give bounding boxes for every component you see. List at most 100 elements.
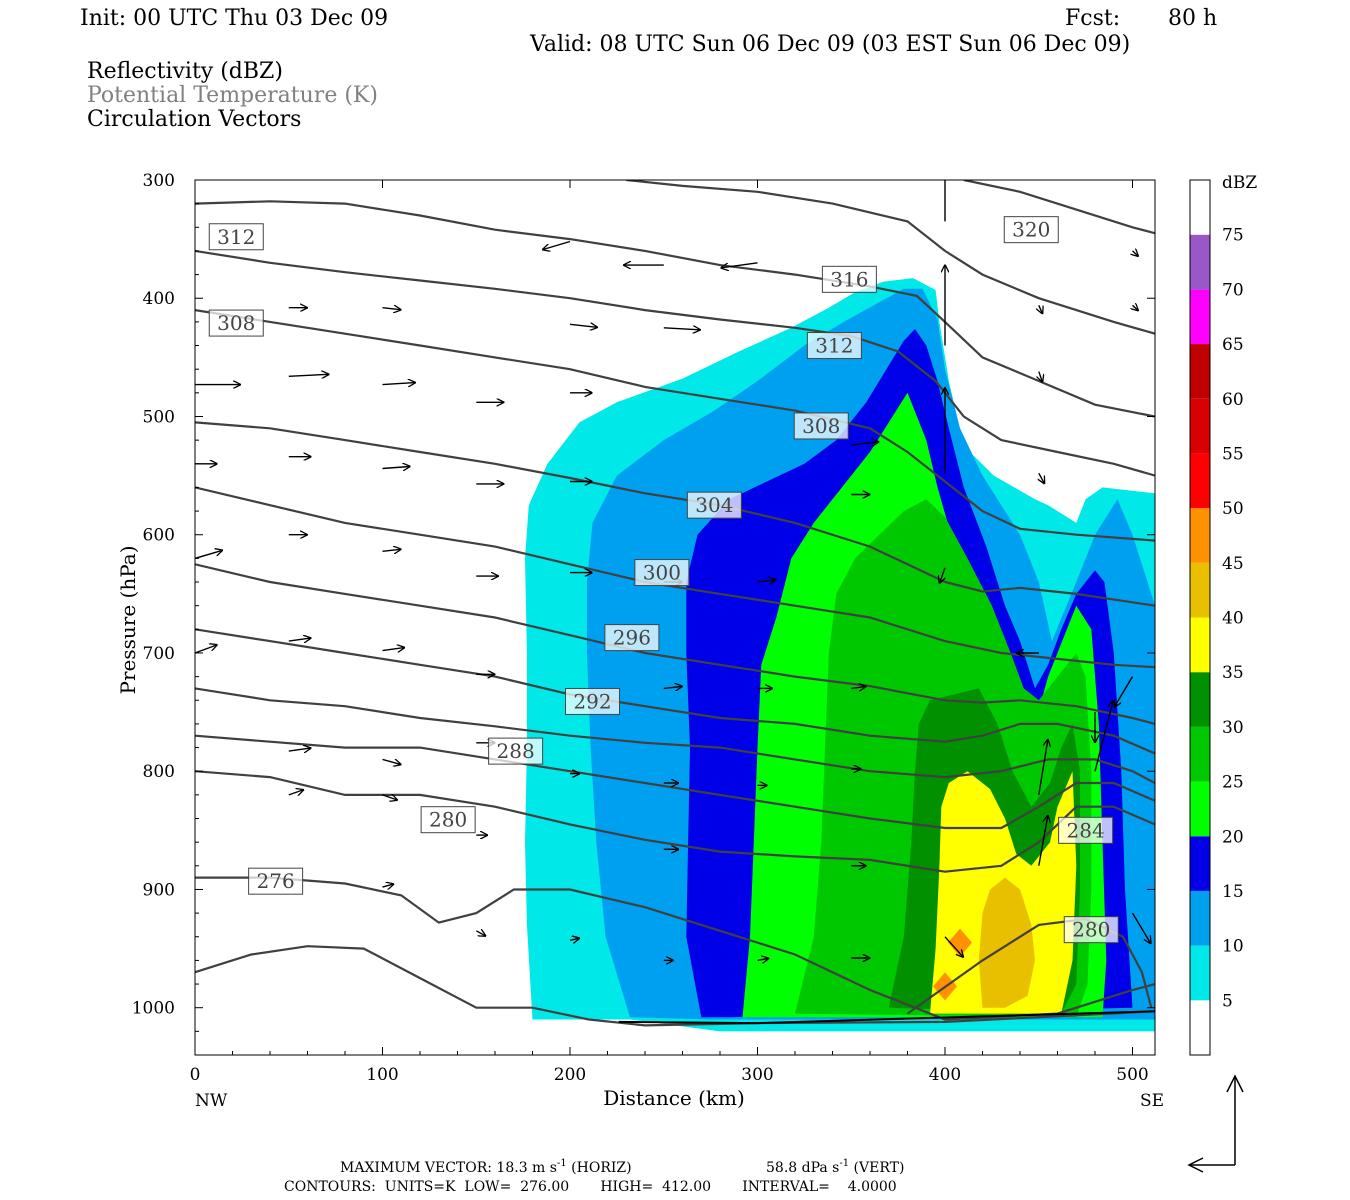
field-potential-temperature: Potential Temperature (K)	[87, 83, 378, 108]
circulation-vector	[195, 645, 217, 654]
contour-label: 284	[1058, 816, 1114, 844]
y-tick-label: 800	[143, 762, 175, 782]
colorbar-label: 45	[1222, 554, 1244, 574]
contour-label-text: 312	[217, 225, 255, 249]
max-vector-text: MAXIMUM VECTOR: 18.3 m s-1 (HORIZ)	[340, 1158, 632, 1176]
x-left-end-label: NW	[195, 1091, 228, 1111]
circulation-vector	[382, 884, 394, 887]
colorbar-band-75	[1190, 180, 1210, 235]
x-axis-label: Distance (km)	[603, 1086, 745, 1110]
reflectivity-fill	[525, 278, 1155, 1032]
field-reflectivity: Reflectivity (dBZ)	[87, 59, 283, 84]
circulation-vector	[722, 262, 758, 268]
forecast-label: Fcst:	[1065, 6, 1120, 31]
contour-label-text: 304	[695, 493, 733, 517]
contour-label-box	[1063, 916, 1119, 944]
circulation-vector	[1133, 305, 1138, 310]
contour-label-box	[604, 624, 660, 652]
circulation-vector	[1094, 701, 1113, 772]
y-tick-label: 600	[143, 526, 175, 546]
circulation-vector	[382, 759, 401, 764]
colorbar-band-10	[1190, 890, 1210, 946]
theta-contours	[195, 180, 1155, 1027]
circulation-vector	[944, 936, 963, 957]
colorbar-label: 55	[1222, 444, 1244, 464]
colorbar-band-50	[1190, 453, 1210, 509]
contour-label-box	[208, 223, 264, 251]
colorbar-band-20	[1190, 781, 1210, 837]
circulation-vector	[1039, 371, 1043, 382]
colorbar-band-30	[1190, 672, 1210, 727]
colorbar-band-25	[1190, 726, 1210, 782]
contour-label: 308	[208, 309, 264, 337]
max-vector-vert-text: 58.8 dPa s-1 (VERT)	[766, 1158, 904, 1176]
contour-label-text: 280	[429, 808, 467, 832]
y-axis: 300 400 500 600 700 800 900 1000	[132, 171, 1155, 1056]
circulation-vector	[288, 374, 329, 376]
contour-label: 308	[793, 412, 849, 440]
y-tick-label: 700	[143, 644, 175, 664]
contour-label-text: 300	[643, 561, 681, 585]
theta-contour-312	[195, 309, 1155, 542]
x-right-end-label: SE	[1140, 1091, 1164, 1111]
colorbar-label: 5	[1222, 991, 1233, 1011]
colorbar-band-65	[1190, 289, 1210, 345]
contour-label-box	[793, 412, 849, 440]
contour-label-text: 320	[1012, 218, 1050, 242]
y-tick-label: 1000	[132, 999, 175, 1019]
contour-label-box	[1003, 216, 1059, 244]
x-axis: 0 100 200 300 400 500	[190, 180, 1149, 1085]
x-tick-label: 0	[190, 1065, 201, 1085]
y-tick-label: 500	[143, 407, 175, 427]
circulation-vector	[1115, 676, 1134, 707]
circulation-vector	[569, 324, 597, 327]
contour-label: 280	[420, 806, 476, 834]
circulation-vector	[663, 328, 700, 330]
theta-contour-304	[195, 486, 1155, 669]
circulation-vector	[382, 308, 401, 310]
init-time: Init: 00 UTC Thu 03 Dec 09	[80, 6, 388, 31]
colorbar-band-60	[1190, 344, 1210, 399]
circulation-vector	[382, 648, 405, 651]
circulation-vector	[851, 686, 865, 688]
colorbar-label: 60	[1222, 390, 1244, 410]
contour-info-text: CONTOURS: UNITS=K LOW= 276.00 HIGH= 412.…	[284, 1179, 897, 1195]
theta-contour-328	[963, 180, 1155, 235]
contour-label: 280	[1063, 916, 1119, 944]
colorbar-label: 25	[1222, 773, 1244, 793]
colorbar-label: 75	[1222, 226, 1244, 246]
theta-contour-308	[195, 421, 1155, 607]
contour-label: 320	[1003, 216, 1059, 244]
circulation-vector	[1039, 305, 1043, 313]
contour-label-box	[821, 265, 877, 293]
contour-label-box	[686, 491, 742, 519]
contour-label: 276	[248, 867, 304, 895]
circulation-vector	[1038, 740, 1048, 796]
circulation-vector	[940, 567, 945, 583]
circulation-vector	[382, 795, 397, 800]
x-tick-label: 500	[1116, 1065, 1148, 1085]
colorbar-band-35	[1190, 617, 1210, 673]
colorbar-title: dBZ	[1222, 173, 1257, 193]
circulation-vector	[757, 580, 776, 582]
x-tick-label: 300	[741, 1065, 773, 1085]
circulation-vector	[1038, 816, 1048, 866]
contour-labels: 312 308 320 316 312 308 304 300 296 292 288 280 276 2…	[208, 216, 1119, 944]
contour-label-text: 276	[257, 869, 295, 893]
contour-label: 300	[634, 559, 690, 587]
circulation-vector	[1131, 912, 1151, 943]
ground-line	[618, 1010, 1155, 1025]
theta-contour-316	[195, 249, 1155, 477]
circulation-vector	[288, 748, 311, 751]
contour-label: 304	[686, 491, 742, 519]
colorbar-band-55	[1190, 398, 1210, 454]
field-circulation-vectors: Circulation Vectors	[87, 107, 301, 132]
contour-label-box	[806, 332, 862, 360]
circulation-vector	[757, 958, 769, 960]
contour-label: 312	[806, 332, 862, 360]
plot-area: 312 308 320 316 312 308 304 300 296 292 288 280 276 2…	[194, 179, 1156, 1056]
contour-label: 316	[821, 265, 877, 293]
contour-label: 312	[208, 223, 264, 251]
contour-label-box	[208, 309, 264, 337]
